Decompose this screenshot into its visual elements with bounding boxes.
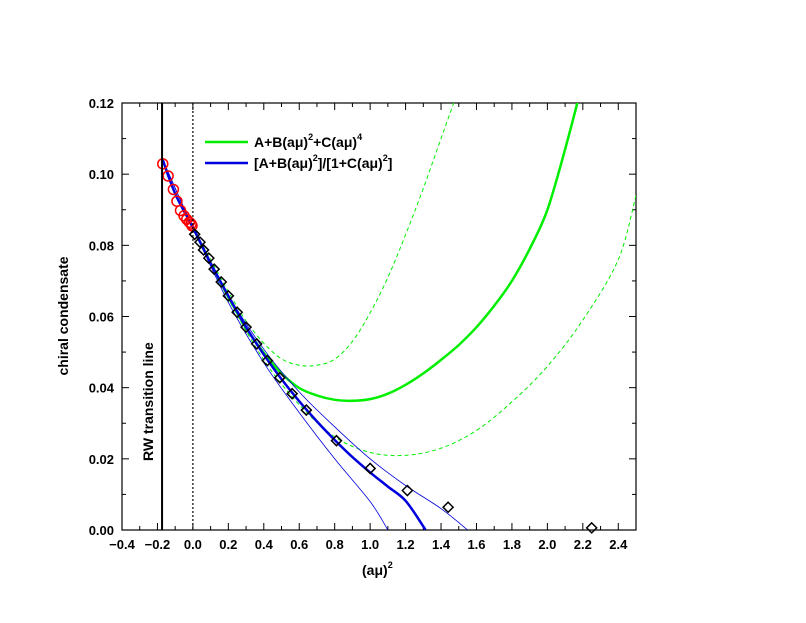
data-point-diamond [585,521,598,534]
data-point-diamond [261,354,274,367]
data-point-diamond [330,434,343,447]
data-point-diamond [222,289,235,302]
data-point-diamond [231,306,244,319]
data-point-diamond [197,243,210,257]
data-point-circle [167,183,180,196]
x-tick-label: −0.2 [145,537,171,552]
y-axis-label: chiral condensate [55,256,71,375]
y-tick-label: 0.02 [89,452,114,467]
data-point-diamond [442,501,455,514]
plot-frame [121,102,637,531]
legend: A+B(aμ)2+C(aμ)4 [A+B(aμ)2]/[1+C(aμ)2] [205,132,392,171]
y-tick-label: 0.06 [89,310,114,325]
data-point-diamond [193,236,207,249]
x-tick-label: 2.2 [574,537,592,552]
x-tick-label: 2.4 [609,537,628,552]
data-point-diamond [202,252,215,265]
y-tick-label: 0.00 [89,523,114,538]
data-point-circle [186,220,198,232]
data-point-diamond [208,263,221,276]
fit-curve-error-band [162,159,468,530]
x-tick-label: 0.2 [219,537,237,552]
x-tick-label: 1.0 [361,537,379,552]
axis-ticks: −0.4 −0.2 0.0 0.2 0.4 0.6 0.8 1.0 1.2 1.4 1.6 1.8 2.… [89,96,636,552]
x-axis-label: (aμ)2 [362,560,393,578]
y-tick-label: 0.04 [89,381,115,396]
y-tick-label: 0.12 [89,96,114,111]
x-tick-label: 1.2 [397,537,415,552]
x-tick-label: 1.6 [467,537,485,552]
data-point-diamond [250,337,263,350]
marker-layer [157,158,598,534]
data-point-diamond [300,404,313,417]
data-point-diamond [240,321,253,334]
data-point-diamond [215,275,228,289]
y-tick-label: 0.08 [89,238,114,253]
x-tick-label: 0.0 [184,537,202,552]
x-tick-label: 0.8 [326,537,344,552]
rw-line-label: RW transition line [140,342,156,461]
x-tick-label: 0.6 [290,537,308,552]
x-tick-label: 0.4 [255,537,274,552]
x-tick-label: −0.4 [109,537,135,552]
data-point-diamond [364,462,377,475]
data-point-circle [162,170,174,182]
x-tick-label: 1.4 [432,537,451,552]
data-point-diamond [273,371,286,384]
x-tick-label: 1.8 [503,537,521,552]
legend-blue-label: [A+B(aμ)2]/[1+C(aμ)2] [254,153,392,171]
y-tick-label: 0.10 [89,167,114,182]
data-point-diamond [401,484,414,497]
x-tick-label: 2.0 [538,537,556,552]
data-point-diamond [286,387,299,400]
legend-green-label: A+B(aμ)2+C(aμ)4 [254,132,362,150]
data-point-diamond [188,228,201,241]
